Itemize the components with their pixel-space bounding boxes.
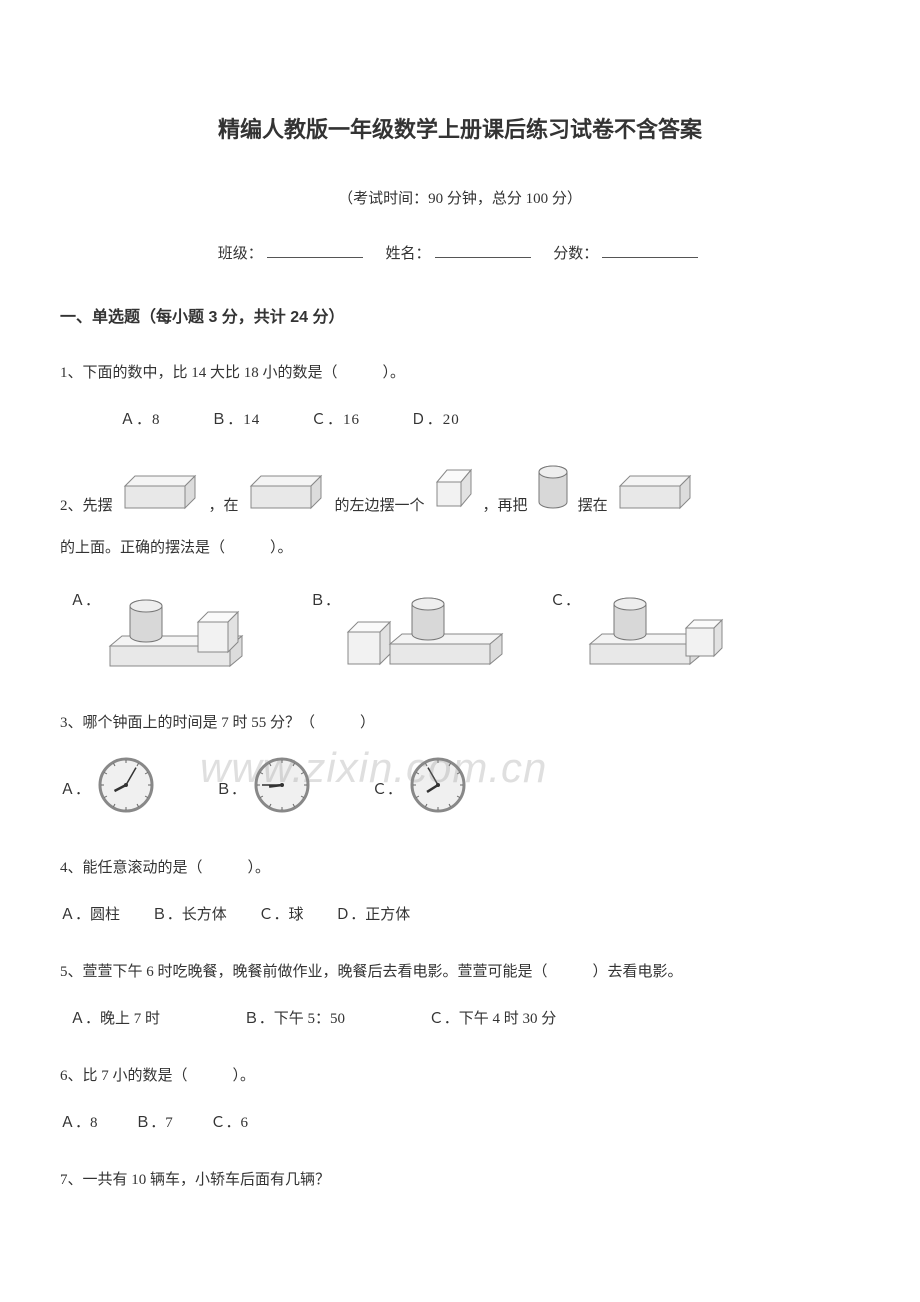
cuboid-icon — [119, 472, 203, 524]
cuboid-icon — [245, 472, 329, 524]
q5-opt-b: Ｂ．下午 5：50 — [244, 1006, 345, 1033]
q2-arrangements: Ａ． Ｂ． — [70, 584, 860, 680]
q2-opt-b-label: Ｂ． — [310, 588, 340, 615]
question-7: 7、一共有 10 辆车，小轿车后面有几辆？ — [60, 1167, 860, 1194]
q1-opt-d: Ｄ．20 — [411, 407, 460, 434]
question-1: 1、下面的数中，比 14 大比 18 小的数是（ ）。 Ａ．8 Ｂ．14 Ｃ．1… — [60, 360, 860, 434]
question-4: 4、能任意滚动的是（ ）。 Ａ．圆柱 Ｂ．长方体 Ｃ．球 Ｄ．正方体 — [60, 855, 860, 929]
q2-opt-a-label: Ａ． — [70, 588, 100, 615]
q6-opt-c: Ｃ．6 — [211, 1110, 249, 1137]
q4-stem: 4、能任意滚动的是（ ）。 — [60, 855, 860, 882]
class-blank — [267, 257, 363, 258]
q1-opt-b: Ｂ．14 — [211, 407, 260, 434]
q7-stem: 7、一共有 10 辆车，小轿车后面有几辆？ — [60, 1167, 860, 1194]
q4-opt-b: Ｂ．长方体 — [152, 902, 227, 929]
q4-opt-c: Ｃ．球 — [259, 902, 304, 929]
q2-p2: ，在 — [209, 488, 239, 524]
q1-options: Ａ．8 Ｂ．14 Ｃ．16 Ｄ．20 — [120, 407, 860, 434]
q2-p6: 的上面。正确的摆法是（ ）。 — [60, 530, 293, 566]
q2-opt-c-label: Ｃ． — [550, 588, 580, 615]
exam-meta: （考试时间：90 分钟，总分 100 分） — [60, 186, 860, 213]
clock-a-icon — [96, 755, 156, 825]
q3-opt-c-label: Ｃ． — [372, 777, 402, 804]
question-3: 3、哪个钟面上的时间是 7 时 55 分？（ ） Ａ． Ｂ． Ｃ． — [60, 710, 860, 825]
q5-stem: 5、萱萱下午 6 时吃晚餐，晚餐前做作业，晚餐后去看电影。萱萱可能是（ ）去看电… — [60, 959, 860, 986]
question-2: 2、先摆 ，在 的左边摆一个 ，再把 — [60, 464, 860, 680]
q6-stem: 6、比 7 小的数是（ ）。 — [60, 1063, 860, 1090]
q5-opt-c: Ｃ．下午 4 时 30 分 — [429, 1006, 557, 1033]
clock-b-icon — [252, 755, 312, 825]
page-title: 精编人教版一年级数学上册课后练习试卷不含答案 — [60, 110, 860, 150]
q4-opt-a: Ａ．圆柱 — [60, 902, 120, 929]
arrangement-c-icon — [580, 584, 730, 680]
q6-opt-a: Ａ．8 — [60, 1110, 98, 1137]
name-blank — [435, 257, 531, 258]
question-6: 6、比 7 小的数是（ ）。 Ａ．8 Ｂ．7 Ｃ．6 — [60, 1063, 860, 1137]
q3-opt-a-label: Ａ． — [60, 777, 90, 804]
q5-opt-a: Ａ．晚上 7 时 — [70, 1006, 160, 1033]
name-label: 姓名： — [385, 246, 430, 262]
question-5: 5、萱萱下午 6 时吃晚餐，晚餐前做作业，晚餐后去看电影。萱萱可能是（ ）去看电… — [60, 959, 860, 1033]
cube-icon — [431, 466, 477, 524]
q2-p4: ，再把 — [483, 488, 528, 524]
q1-stem: 1、下面的数中，比 14 大比 18 小的数是（ ）。 — [60, 360, 860, 387]
q2-p5: 摆在 — [578, 488, 608, 524]
class-label: 班级： — [218, 246, 263, 262]
q4-opt-d: Ｄ．正方体 — [335, 902, 410, 929]
q3-stem: 3、哪个钟面上的时间是 7 时 55 分？（ ） — [60, 710, 860, 737]
q6-opt-b: Ｂ．7 — [135, 1110, 173, 1137]
cylinder-icon — [534, 464, 572, 524]
q1-opt-a: Ａ．8 — [120, 407, 161, 434]
cuboid-icon — [614, 472, 698, 524]
score-blank — [602, 257, 698, 258]
section-heading: 一、单选题（每小题 3 分，共计 24 分） — [60, 304, 860, 333]
q1-opt-c: Ｃ．16 — [311, 407, 360, 434]
arrangement-a-icon — [100, 584, 270, 680]
q2-p1: 2、先摆 — [60, 488, 113, 524]
arrangement-b-icon — [340, 584, 510, 680]
clock-c-icon — [408, 755, 468, 825]
score-label: 分数： — [553, 246, 598, 262]
fill-blanks-row: 班级： 姓名： 分数： — [60, 241, 860, 268]
q3-opt-b-label: Ｂ． — [216, 777, 246, 804]
q2-p3: 的左边摆一个 — [335, 488, 425, 524]
